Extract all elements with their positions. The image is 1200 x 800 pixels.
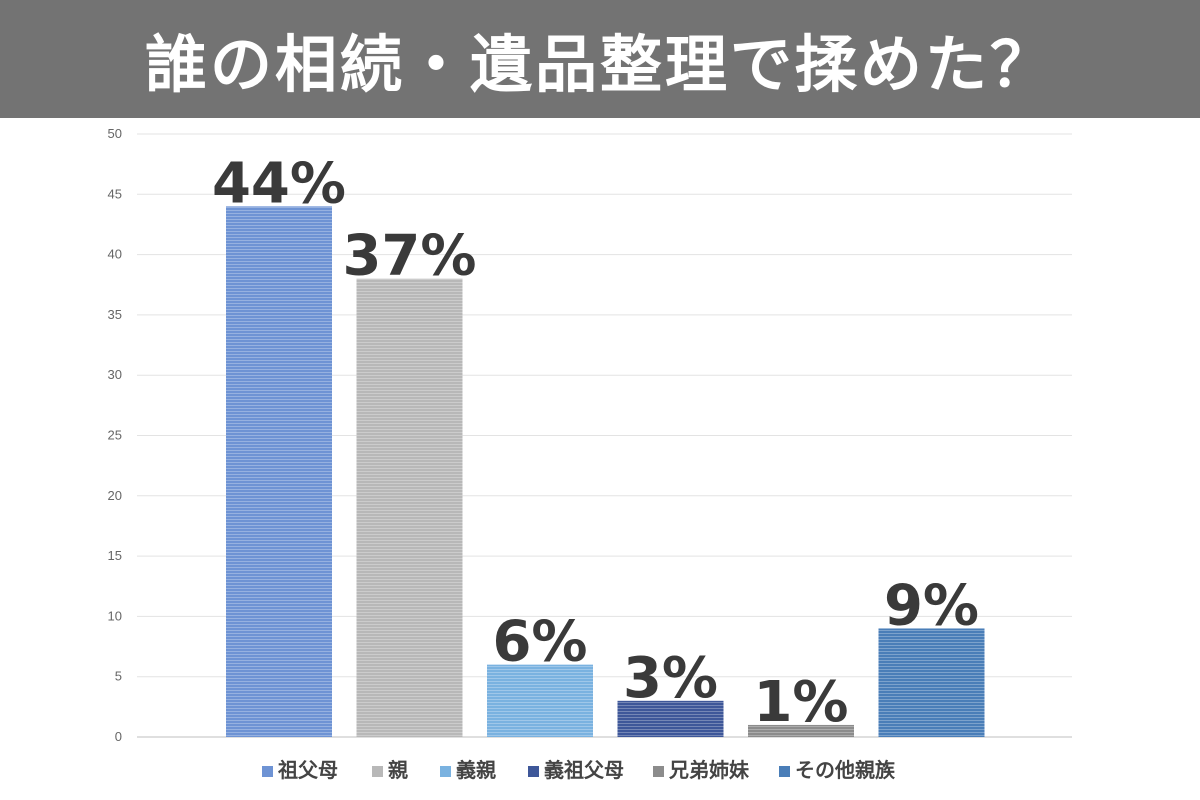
legend-item: 親 <box>372 758 408 782</box>
legend-label: 兄弟姉妹 <box>668 758 750 782</box>
legend-swatch <box>779 766 790 777</box>
legend-swatch <box>440 766 451 777</box>
legend-item: その他親族 <box>779 758 896 782</box>
y-tick-label: 10 <box>108 608 122 623</box>
data-label: 6% <box>492 610 587 675</box>
bar-stripes <box>356 278 463 737</box>
data-label: 9% <box>884 573 979 638</box>
legend-item: 義親 <box>440 758 496 782</box>
legend-swatch <box>372 766 383 777</box>
bar-1 <box>226 206 332 738</box>
page-title: 誰の相続・遺品整理で揉めた？ <box>144 28 1055 101</box>
y-tick-label: 40 <box>108 247 122 262</box>
legend-item: 義祖父母 <box>528 758 624 782</box>
y-tick-label: 50 <box>108 126 122 141</box>
legend-label: 義親 <box>456 758 496 782</box>
data-labels: 44% 37% 6% 3% 1% 9% <box>212 151 979 735</box>
bar-stripes <box>226 206 332 738</box>
y-tick-label: 15 <box>108 548 122 563</box>
y-tick-label: 30 <box>108 367 122 382</box>
data-label: 37% <box>342 224 476 289</box>
bar-stripes <box>878 628 985 737</box>
y-tick-label: 20 <box>108 488 122 503</box>
bars <box>226 206 985 738</box>
legend-swatch <box>528 766 539 777</box>
legend-swatch <box>262 766 273 777</box>
legend-label: 親 <box>388 758 408 782</box>
y-tick-label: 35 <box>108 307 122 322</box>
bar-6 <box>878 628 985 737</box>
bar-stripes <box>748 724 854 737</box>
legend-label: 祖父母 <box>277 758 338 782</box>
bar-4 <box>617 700 724 737</box>
legend-label: その他親族 <box>795 758 896 782</box>
legend-swatch <box>653 766 664 777</box>
legend-label: 義祖父母 <box>544 758 624 782</box>
bar-3 <box>487 664 593 737</box>
bar-5 <box>748 724 854 737</box>
data-label: 1% <box>753 670 848 735</box>
data-label: 44% <box>212 151 346 216</box>
data-label: 3% <box>623 646 718 711</box>
legend-item: 祖父母 <box>262 758 338 782</box>
y-tick-label: 5 <box>115 669 122 684</box>
title-banner: 誰の相続・遺品整理で揉めた？ <box>0 0 1200 118</box>
y-tick-label: 45 <box>108 186 122 201</box>
legend: 祖父母 親 義親 義祖父母 兄弟姉妹 その他親族 <box>262 758 896 782</box>
y-axis-ticks: 0 5 10 15 20 25 30 35 40 45 50 <box>108 126 122 744</box>
bar-stripes <box>487 664 593 737</box>
bar-2 <box>356 278 463 737</box>
legend-item: 兄弟姉妹 <box>653 758 750 782</box>
bar-stripes <box>617 700 724 737</box>
y-tick-label: 25 <box>108 428 122 443</box>
y-tick-label: 0 <box>115 729 122 744</box>
